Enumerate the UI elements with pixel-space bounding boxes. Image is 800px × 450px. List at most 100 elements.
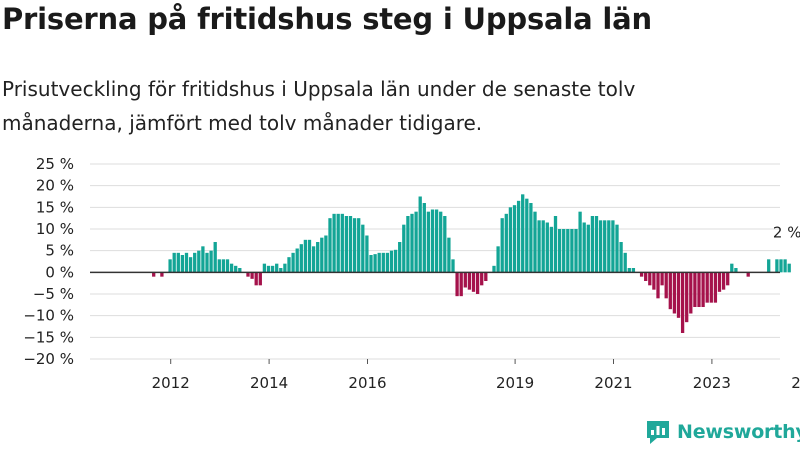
bar — [533, 211, 537, 273]
bar — [316, 242, 320, 273]
bar — [631, 268, 636, 273]
bar — [537, 220, 541, 273]
bar — [709, 272, 713, 303]
bar — [484, 272, 488, 281]
bar — [480, 272, 484, 286]
bar — [516, 200, 521, 273]
bar — [607, 220, 611, 273]
y-tick-label: −20 % — [23, 350, 74, 368]
bar — [644, 272, 648, 281]
bar — [365, 235, 369, 273]
annotations: 2 % — [773, 223, 800, 241]
bar — [270, 265, 275, 273]
bar — [439, 211, 443, 273]
bar — [689, 272, 693, 314]
bar — [311, 246, 316, 273]
bar — [734, 268, 738, 273]
bar — [676, 272, 681, 318]
bar — [705, 272, 709, 303]
bar — [434, 209, 439, 273]
bar — [418, 196, 422, 273]
bar — [627, 268, 631, 273]
bar — [234, 265, 238, 273]
bar — [598, 220, 603, 273]
bar — [172, 252, 176, 273]
bar — [426, 211, 431, 273]
bar — [611, 220, 615, 273]
bar — [361, 224, 365, 273]
bar — [369, 255, 373, 273]
y-tick-label: 20 % — [36, 177, 74, 195]
y-tick-label: 15 % — [36, 198, 74, 216]
bar — [545, 222, 549, 273]
y-tick-label: 5 % — [45, 242, 74, 260]
y-tick-label: −5 % — [33, 285, 74, 303]
bar — [422, 203, 426, 273]
bar — [344, 216, 349, 273]
bar — [775, 259, 779, 273]
chart-title: Priserna på fritidshus steg i Uppsala lä… — [2, 2, 652, 36]
y-tick-label: 10 % — [36, 220, 74, 238]
bar — [783, 259, 787, 273]
bar — [160, 272, 164, 277]
bar — [615, 224, 619, 273]
bar — [287, 257, 291, 273]
bar — [726, 272, 730, 286]
bar — [381, 252, 385, 273]
bar — [221, 259, 226, 273]
bar — [512, 205, 517, 273]
bar — [717, 272, 722, 292]
bar — [668, 272, 672, 310]
bar — [398, 242, 402, 273]
bar — [414, 211, 418, 273]
chart-subtitle: Prisutveckling för fritidshus i Uppsala … — [2, 77, 636, 135]
bar — [389, 250, 394, 273]
bar — [229, 263, 234, 273]
x-tick-label: 2025 — [791, 374, 800, 392]
bar — [467, 272, 472, 290]
bar — [680, 272, 685, 333]
bar — [623, 252, 627, 273]
bar — [332, 213, 336, 273]
bar — [471, 272, 476, 292]
bar — [713, 272, 718, 303]
bar — [373, 254, 377, 273]
bar — [529, 203, 533, 273]
y-tick-label: 25 % — [36, 155, 74, 173]
bar — [184, 252, 189, 273]
bar — [496, 246, 500, 273]
bar — [451, 259, 455, 273]
bar — [594, 216, 599, 273]
bar — [279, 268, 283, 273]
bar — [656, 272, 660, 299]
bar — [188, 257, 193, 273]
bar — [557, 229, 562, 273]
bar — [336, 213, 340, 273]
bar — [664, 272, 668, 299]
bar — [590, 216, 595, 273]
bar — [352, 218, 357, 273]
bar — [582, 222, 586, 273]
bar — [697, 272, 701, 307]
bar — [430, 209, 435, 273]
bar — [168, 259, 172, 273]
bar — [459, 272, 463, 297]
bar — [303, 239, 308, 273]
bar — [266, 265, 271, 273]
bar — [570, 229, 574, 273]
bar — [521, 194, 525, 273]
bar — [500, 218, 504, 273]
bar — [492, 265, 496, 273]
bars — [152, 194, 791, 333]
bar — [209, 250, 213, 273]
bar — [406, 216, 410, 273]
bar — [701, 272, 705, 307]
bar — [549, 226, 554, 273]
bar — [443, 216, 447, 273]
bar — [320, 237, 324, 273]
bar — [217, 259, 221, 273]
x-tick-label: 2016 — [348, 374, 386, 392]
bar — [566, 229, 570, 273]
x-tick-label: 2012 — [152, 374, 190, 392]
